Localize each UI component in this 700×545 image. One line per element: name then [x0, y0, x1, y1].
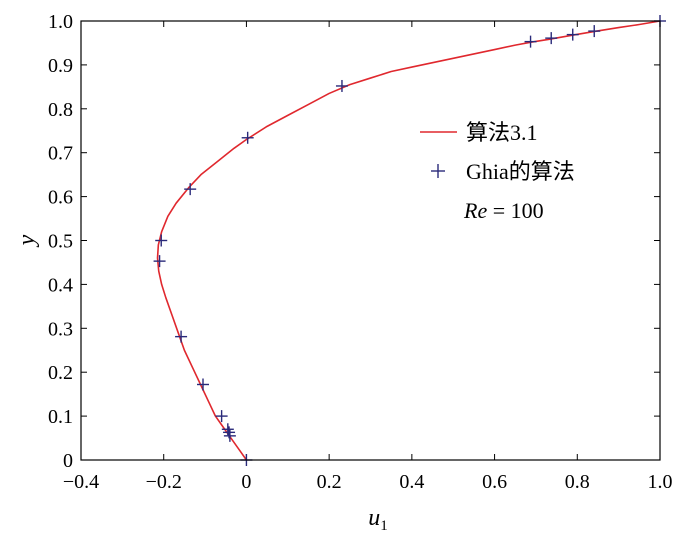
- data-point-marker: [175, 330, 188, 343]
- legend-label-series-1: 算法3.1: [466, 120, 538, 145]
- y-axis-label: y: [14, 234, 40, 247]
- y-tick-label: 0.3: [48, 318, 73, 340]
- legend: 算法3.1 Ghia的算法: [420, 120, 575, 184]
- y-tick-label: 0.6: [48, 187, 73, 209]
- data-point-marker: [153, 255, 166, 268]
- ticks-layer: −0.4 −0.2 0 0.2 0.4 0.6 0.8 1.0 0 0.1 0.2 0.3 0.4 0.5…: [48, 11, 673, 493]
- reynolds-annotation: Re = 100: [463, 198, 544, 223]
- x-tick-label: 0.8: [565, 471, 590, 493]
- data-point-marker: [221, 423, 234, 436]
- data-point-marker: [566, 28, 579, 41]
- x-tick-label: 1.0: [648, 471, 673, 493]
- data-point-marker: [223, 426, 236, 439]
- plot-frame: [80, 20, 661, 461]
- x-tick-label: 0.2: [317, 471, 342, 493]
- data-point-marker: [184, 183, 197, 196]
- y-tick-label: 0: [63, 450, 73, 472]
- legend-swatch-plus: [431, 164, 445, 178]
- data-point-marker: [545, 32, 558, 45]
- data-point-marker: [335, 79, 348, 92]
- y-tick-label: 0.1: [48, 406, 73, 428]
- x-tick-label: −0.2: [146, 471, 182, 493]
- y-tick-label: 0.7: [48, 143, 73, 165]
- data-point-marker: [197, 378, 210, 391]
- data-point-marker: [215, 410, 228, 423]
- x-tick-label: 0.6: [482, 471, 507, 493]
- x-tick-label: 0.4: [399, 471, 424, 493]
- y-tick-label: 0.4: [48, 274, 73, 296]
- data-point-marker: [155, 234, 168, 247]
- data-point-marker: [524, 35, 537, 48]
- x-tick-label: 0: [241, 471, 251, 493]
- x-axis-label: u1: [368, 505, 388, 534]
- series-layer: [153, 15, 666, 466]
- legend-label-series-2: Ghia的算法: [466, 159, 575, 184]
- series-line-1: [156, 20, 661, 461]
- x-axis-label-subscript: 1: [380, 518, 388, 534]
- data-point-marker: [241, 131, 254, 144]
- y-tick-label: 0.5: [48, 231, 73, 253]
- y-tick-label: 0.8: [48, 99, 73, 121]
- x-tick-label: −0.4: [63, 471, 99, 493]
- data-point-marker: [588, 25, 601, 38]
- y-tick-label: 1.0: [48, 11, 73, 33]
- y-tick-label: 0.2: [48, 362, 73, 384]
- y-tick-label: 0.9: [48, 55, 73, 77]
